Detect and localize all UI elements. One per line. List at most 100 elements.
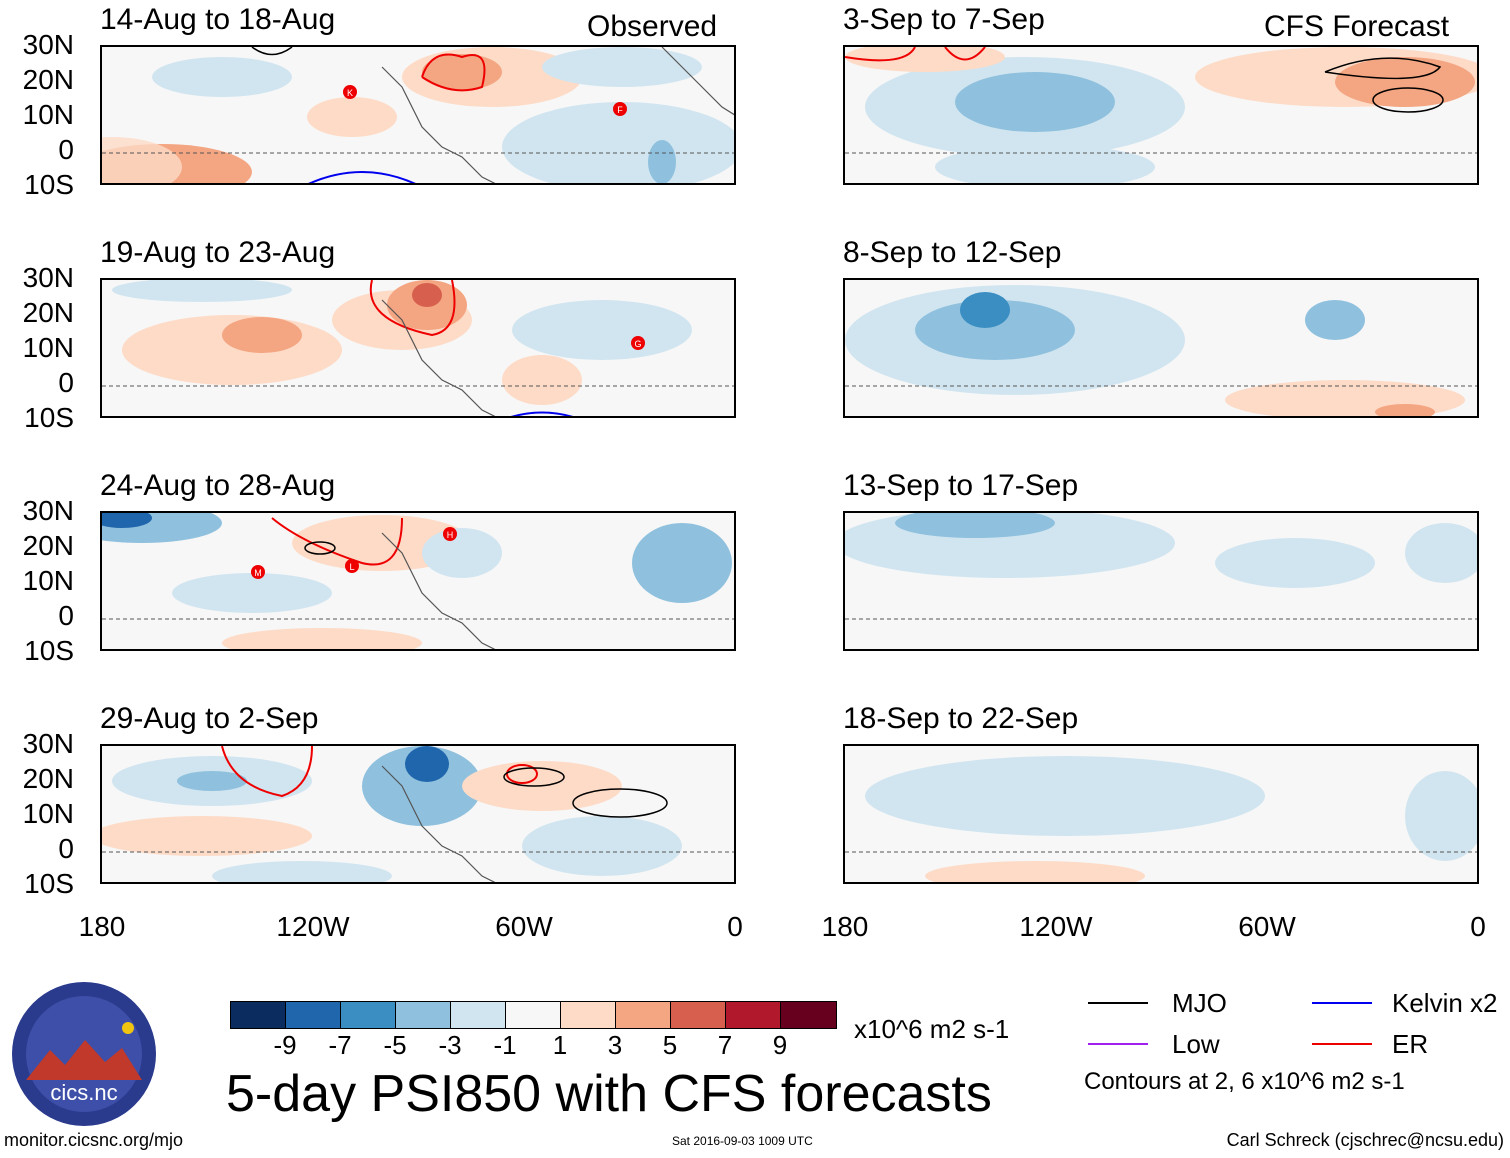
colorbar-swatch (286, 1002, 341, 1028)
coastline (661, 47, 734, 116)
x-tick-left: 0 (727, 911, 743, 942)
map-panel-left-2: G (100, 278, 736, 418)
colorbar-tick-label: -1 (493, 1030, 517, 1060)
colorbar-swatch (451, 1002, 506, 1028)
x-tick-right: 180 (821, 911, 869, 942)
mjo-contour (1372, 87, 1444, 113)
anomaly-blob (865, 756, 1265, 836)
panel-title-right-2: 8-Sep to 12-Sep (843, 236, 1062, 269)
psi850-field: G (102, 280, 734, 416)
colorbar-swatch (671, 1002, 726, 1028)
map-panel-right-4 (843, 744, 1479, 884)
y-tick: 10S (24, 169, 74, 200)
cfs-forecast-label: CFS Forecast (1264, 10, 1450, 43)
colorbar-swatch (726, 1002, 781, 1028)
anomaly-blob (1215, 538, 1375, 588)
storm-letter: H (447, 530, 454, 540)
anomaly-blob (112, 280, 292, 302)
colorbar-tick-label: -7 (328, 1030, 352, 1060)
low-legend-label: Low (1172, 1029, 1220, 1059)
coastline (381, 532, 496, 649)
panel-title-right-3: 13-Sep to 17-Sep (843, 469, 1079, 502)
storm-marker (613, 102, 627, 116)
kelvin-contour (511, 411, 573, 416)
storm-marker (345, 559, 359, 573)
y-tick: 20N (22, 530, 74, 561)
er-contour (421, 53, 486, 92)
x-tick-right: 0 (1470, 911, 1486, 942)
psi850-field (102, 746, 734, 882)
footer-url: monitor.cicsnc.org/mjo (4, 1130, 184, 1150)
y-tick: 10N (22, 99, 74, 130)
mjo-legend-line (1088, 1002, 1148, 1004)
y-tick: 10N (22, 798, 74, 829)
y-tick: 0 (58, 134, 74, 165)
map-panel-left-1: K F (100, 45, 736, 185)
anomaly-blob (960, 292, 1010, 328)
storm-letter: G (634, 339, 641, 349)
anomaly-blob (307, 97, 397, 137)
kelvin-contour (308, 171, 416, 183)
storm-marker (251, 565, 265, 579)
low-legend-line (1088, 1043, 1148, 1045)
colorbar-tick-label: 3 (607, 1030, 623, 1060)
map-panel-right-1 (843, 45, 1479, 185)
anomaly-blob (1305, 300, 1365, 340)
y-tick: 20N (22, 297, 74, 328)
footer-timestamp: Sat 2016-09-03 1009 UTC (672, 1134, 813, 1148)
anomaly-blob (955, 72, 1115, 132)
anomaly-blob (1335, 57, 1475, 107)
panel-title-right-4: 18-Sep to 22-Sep (843, 702, 1079, 735)
anomaly-blob (362, 746, 482, 826)
mjo-legend-label: MJO (1172, 988, 1227, 1018)
coastline (381, 299, 496, 416)
anomaly-blob (102, 816, 312, 856)
y-tick: 20N (22, 64, 74, 95)
colorbar-units: x10^6 m2 s-1 (854, 1014, 1010, 1044)
anomaly-blob (212, 861, 392, 882)
colorbar-tick-label: 9 (772, 1030, 788, 1060)
storm-letter: M (254, 568, 262, 578)
storm-marker (631, 336, 645, 350)
colorbar-swatch (616, 1002, 671, 1028)
colorbar-swatch (231, 1002, 286, 1028)
mjo-contour (251, 47, 293, 56)
anomaly-blob (102, 137, 182, 183)
y-tick: 20N (22, 763, 74, 794)
anomaly-blob (1405, 523, 1477, 583)
storm-letter: F (617, 105, 623, 115)
mjo-contour (503, 767, 565, 787)
psi850-field: M L H (102, 513, 734, 649)
anomaly-blob (935, 145, 1155, 183)
y-tick: 10S (24, 402, 74, 433)
map-panel-right-3 (843, 511, 1479, 651)
y-tick: 10N (22, 332, 74, 363)
coastline (381, 66, 496, 183)
anomaly-blob (1375, 404, 1435, 416)
colorbar-tick-label: 1 (552, 1030, 568, 1060)
anomaly-blob (915, 300, 1075, 360)
x-tick-left: 120W (276, 911, 350, 942)
er-legend-line (1312, 1043, 1372, 1045)
cics-logo: cics.nc (12, 982, 156, 1126)
anomaly-blob (102, 513, 152, 528)
y-tick: 0 (58, 600, 74, 631)
x-tick-right: 120W (1019, 911, 1093, 942)
er-legend-label: ER (1392, 1029, 1429, 1059)
colorbar-tick-label: 7 (717, 1030, 733, 1060)
er-contour (271, 517, 403, 566)
logo-text: cics.nc (50, 1080, 117, 1105)
observed-label: Observed (587, 10, 718, 43)
y-tick: 0 (58, 367, 74, 398)
map-panel-left-4 (100, 744, 736, 884)
colorbar-swatch (506, 1002, 561, 1028)
y-tick: 30N (22, 728, 74, 759)
panel-title-left-3: 24-Aug to 28-Aug (100, 469, 336, 502)
panel-title-right-1: 3-Sep to 7-Sep (843, 3, 1045, 36)
y-tick: 10S (24, 635, 74, 666)
y-tick: 30N (22, 495, 74, 526)
anomaly-blob (222, 317, 302, 353)
anomaly-blob (648, 140, 676, 183)
psi850-field (845, 513, 1477, 620)
anomaly-blob (542, 47, 702, 87)
